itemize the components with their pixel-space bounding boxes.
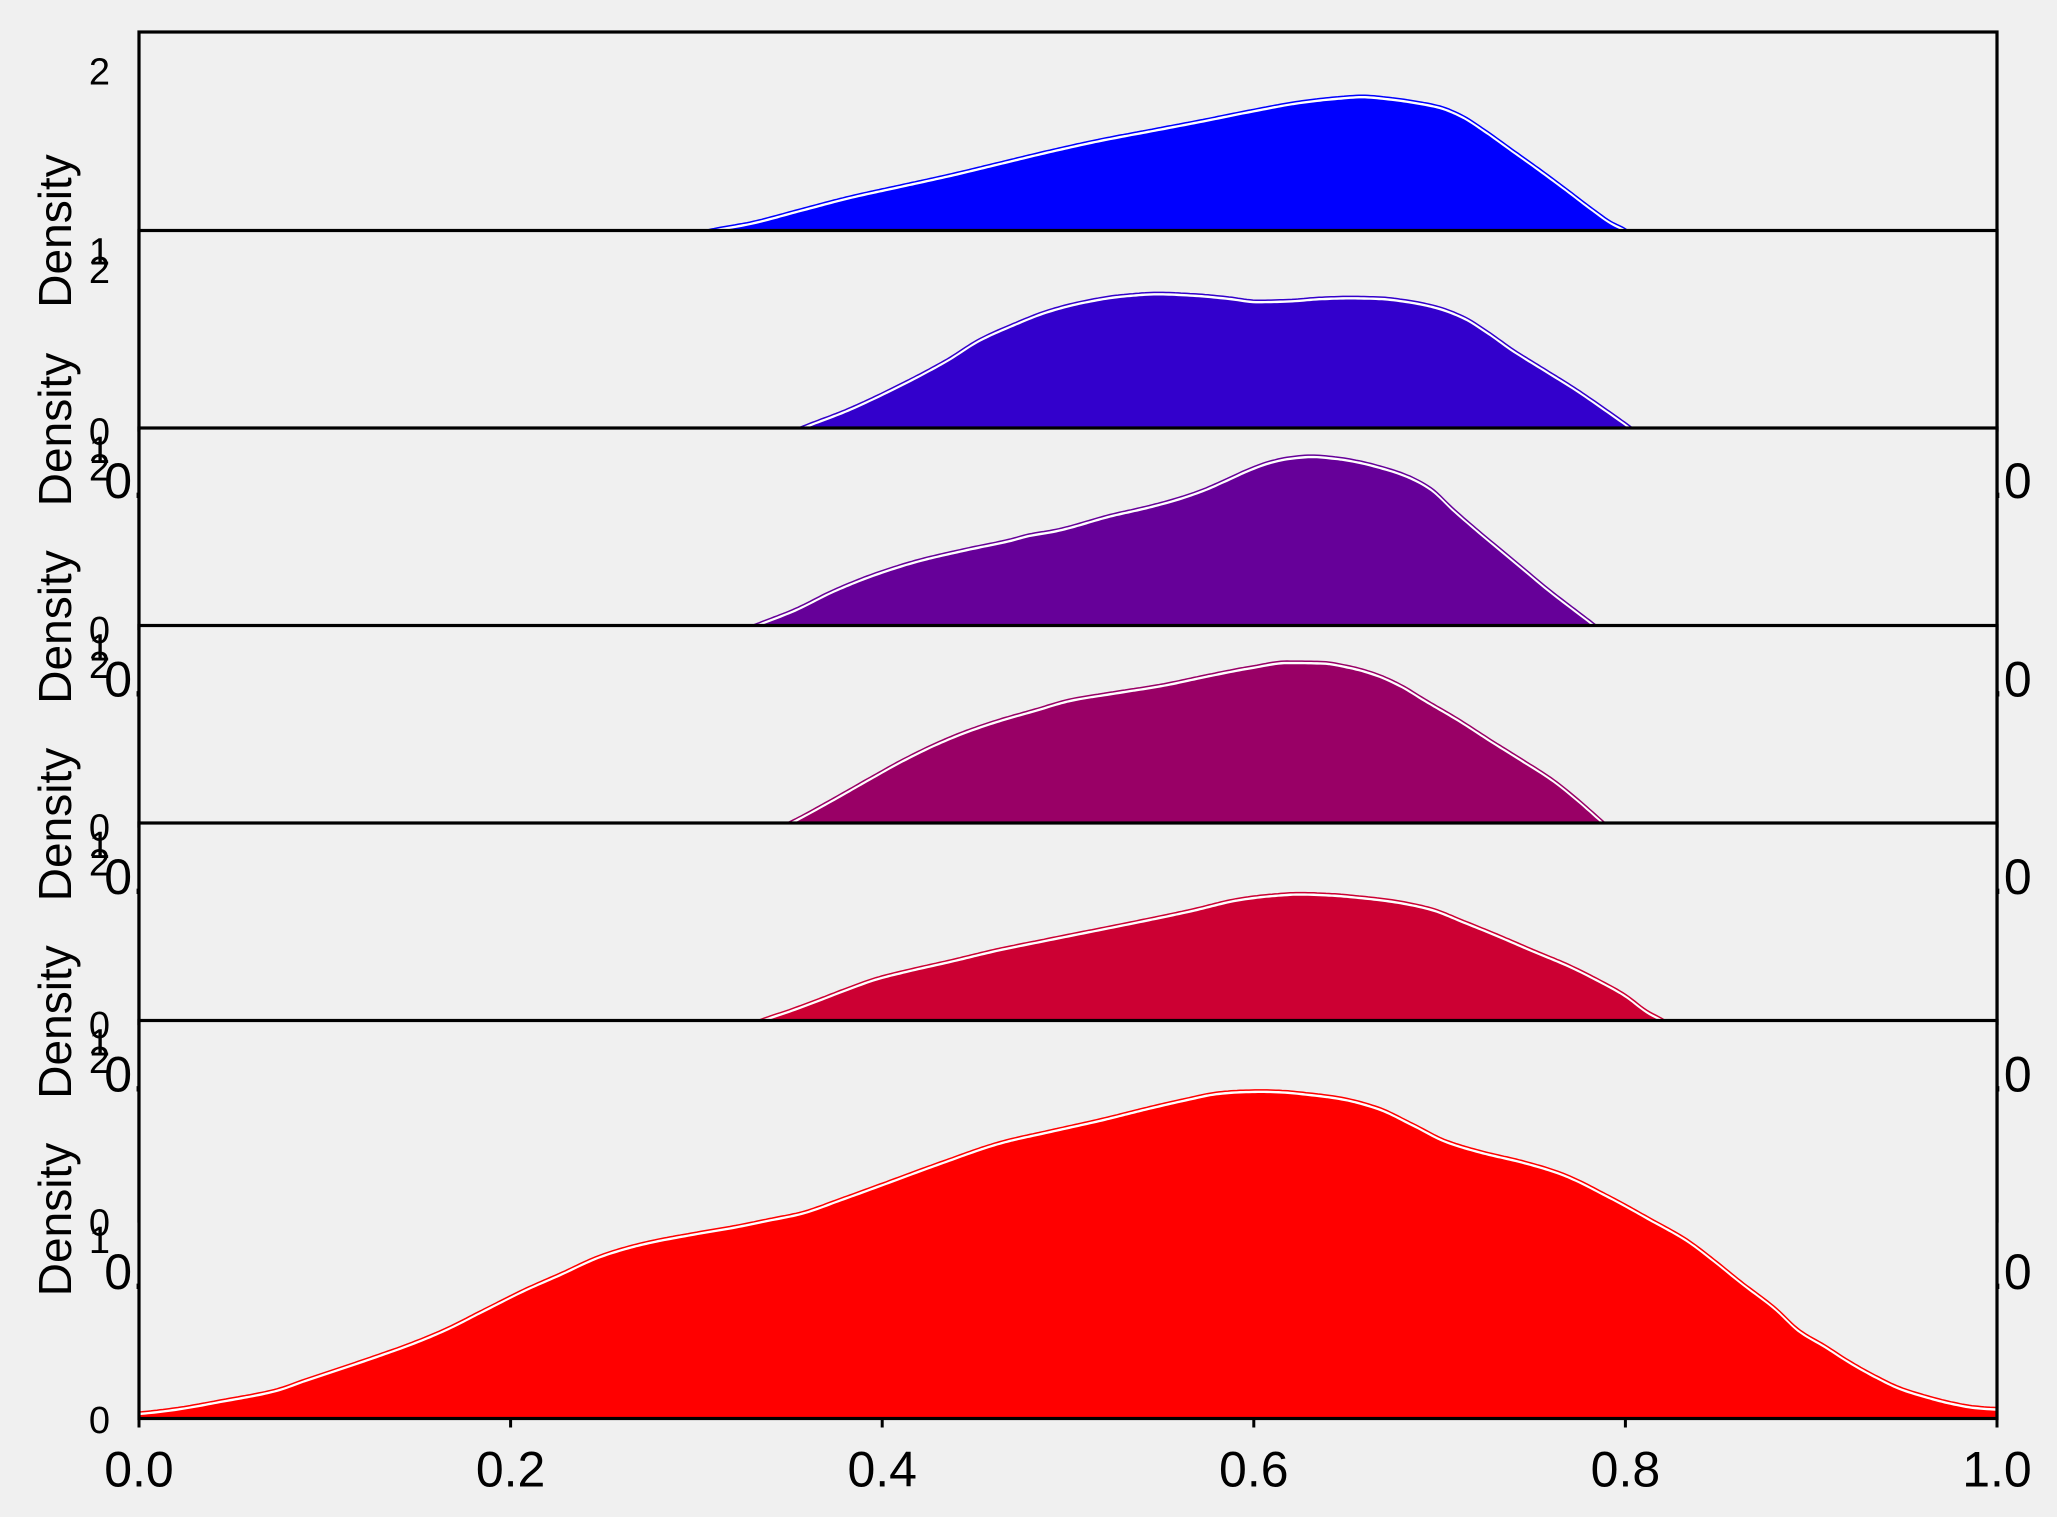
svg-text:Density: Density	[29, 1143, 81, 1296]
svg-text:1: 1	[89, 1023, 110, 1065]
svg-text:1: 1	[89, 232, 110, 274]
svg-text:Density: Density	[29, 550, 81, 703]
svg-text:0: 0	[89, 1005, 110, 1047]
svg-text:0: 0	[89, 1203, 110, 1245]
svg-text:2: 2	[89, 448, 110, 490]
svg-text:Density: Density	[29, 154, 81, 307]
svg-text:2: 2	[89, 250, 110, 292]
svg-text:1: 1	[89, 628, 110, 670]
svg-text:1: 1	[89, 825, 110, 867]
svg-text:Density: Density	[29, 748, 81, 901]
svg-text:0.0: 0.0	[104, 1442, 174, 1498]
svg-text:Density: Density	[29, 353, 81, 506]
svg-text:0.8: 0.8	[1591, 1442, 1661, 1498]
svg-text:2: 2	[89, 645, 110, 687]
svg-text:1.0: 1.0	[1962, 1442, 2032, 1498]
svg-text:0.2: 0.2	[476, 1442, 546, 1498]
svg-text:0.6: 0.6	[1219, 1442, 1289, 1498]
svg-text:0: 0	[89, 610, 110, 652]
svg-text:1: 1	[89, 430, 110, 472]
svg-text:Density: Density	[29, 945, 81, 1098]
svg-text:0: 0	[89, 1400, 110, 1442]
svg-text:1: 1	[89, 1220, 110, 1262]
svg-text:0.4: 0.4	[847, 1442, 917, 1498]
svg-text:2: 2	[89, 52, 110, 94]
svg-text:0: 0	[89, 412, 110, 454]
svg-text:2: 2	[89, 843, 110, 885]
svg-text:0: 0	[89, 808, 110, 850]
svg-text:2: 2	[89, 1040, 110, 1082]
